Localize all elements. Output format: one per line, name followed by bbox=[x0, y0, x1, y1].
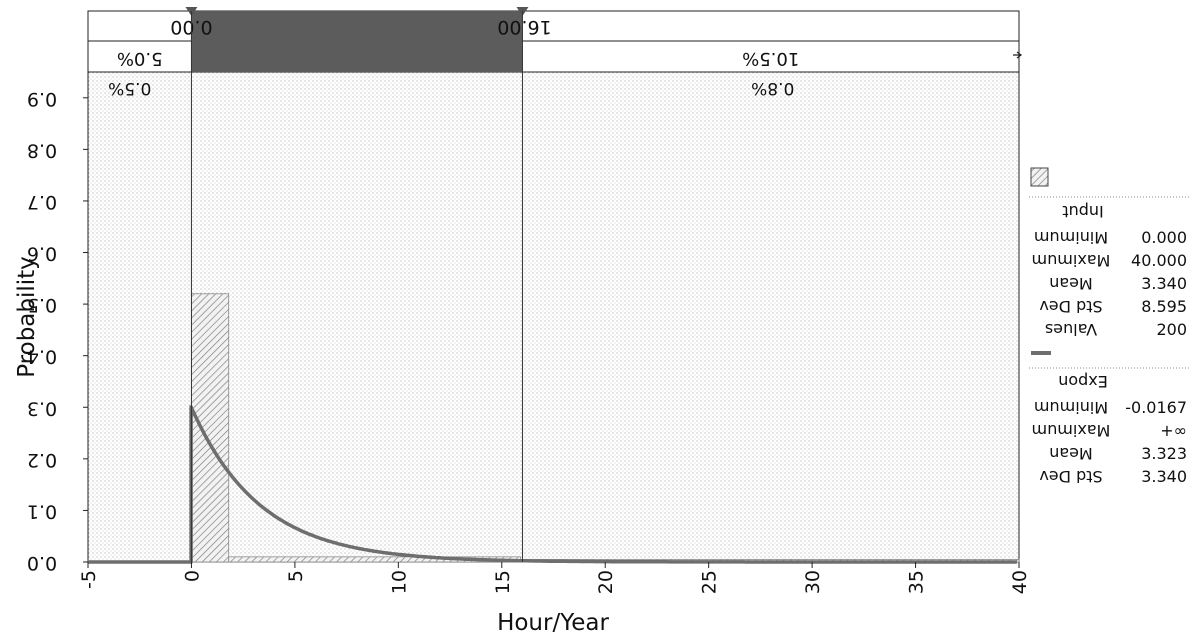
y-axis-label: Probability bbox=[14, 256, 40, 378]
x-axis-label: Hour/Year bbox=[497, 610, 609, 636]
x-tick-label: 0 bbox=[181, 570, 203, 582]
x-tick-label: 5 bbox=[285, 570, 307, 582]
stats-label: Values bbox=[1045, 320, 1097, 339]
plot-area bbox=[87, 71, 1020, 563]
stats-legend: Input Minimum 0.000 Maximum 40.000 Mean 3.340 S… bbox=[1029, 167, 1189, 486]
stats-value: +∞ bbox=[1160, 421, 1187, 440]
stats-label: Maximum bbox=[1032, 251, 1111, 270]
stats-label: Minimum bbox=[1034, 228, 1108, 247]
input-swatch-icon bbox=[1030, 167, 1049, 187]
stats-label: Minimum bbox=[1034, 398, 1108, 417]
stats-label: Maximum bbox=[1032, 421, 1111, 440]
x-tick-label: 10 bbox=[388, 570, 410, 594]
x-tick-label: -5 bbox=[78, 570, 100, 589]
stats-value: 3.340 bbox=[1141, 274, 1187, 293]
y-tick-label: 0.3 bbox=[27, 397, 57, 419]
x-tick-label: 25 bbox=[699, 570, 721, 594]
stats-title: Expon bbox=[1058, 372, 1108, 391]
histogram-bar bbox=[191, 293, 230, 563]
fit-swatch-icon bbox=[1031, 351, 1051, 355]
x-tick-label: 40 bbox=[1009, 570, 1031, 594]
stats-label: Mean bbox=[1049, 444, 1093, 463]
stats-value: 40.000 bbox=[1131, 251, 1187, 270]
right-band-percent: 10.5% bbox=[742, 48, 799, 69]
stats-value: 3.340 bbox=[1141, 467, 1187, 486]
stats-label: Std Dev bbox=[1039, 467, 1102, 486]
y-tick-label: 0.1 bbox=[27, 500, 57, 522]
fit-curve-expon bbox=[88, 405, 1017, 564]
right-delimiter-value: 16.00 bbox=[497, 16, 551, 38]
band-selected-range[interactable] bbox=[191, 11, 523, 72]
stats-title: Input bbox=[1062, 202, 1103, 221]
left-band-percent: 5.0% bbox=[117, 48, 163, 69]
x-tick-label: 20 bbox=[595, 570, 617, 594]
x-tick-label: 30 bbox=[802, 570, 824, 594]
stats-value: 200 bbox=[1156, 320, 1187, 339]
band-end-marker-icon bbox=[1013, 51, 1022, 59]
stats-value: 0.000 bbox=[1141, 228, 1187, 247]
y-tick-label: 0.6 bbox=[27, 243, 57, 265]
y-tick-label: 0.5 bbox=[27, 294, 57, 316]
y-tick-label: 0.8 bbox=[27, 139, 57, 161]
x-tick-label: 15 bbox=[492, 570, 514, 594]
stats-label: Std Dev bbox=[1039, 297, 1102, 316]
probability-band: 0.00 16.00 5.0% 10.5% 0.5% 0.8% bbox=[87, 7, 1022, 98]
y-tick-label: 0.4 bbox=[27, 346, 57, 368]
stats-label: Mean bbox=[1049, 274, 1093, 293]
left-fit-percent: 0.5% bbox=[108, 78, 151, 98]
right-fit-percent: 0.8% bbox=[751, 78, 794, 98]
stats-value: 3.323 bbox=[1141, 444, 1187, 463]
stats-value: -0.0167 bbox=[1125, 398, 1187, 417]
y-tick-label: 0.9 bbox=[27, 88, 57, 110]
y-tick-label: 0.2 bbox=[27, 449, 57, 471]
y-tick-label: 0.7 bbox=[27, 191, 57, 213]
y-tick-label: 0.0 bbox=[27, 552, 57, 574]
stats-value: 8.595 bbox=[1141, 297, 1187, 316]
x-tick-label: 35 bbox=[906, 570, 928, 594]
